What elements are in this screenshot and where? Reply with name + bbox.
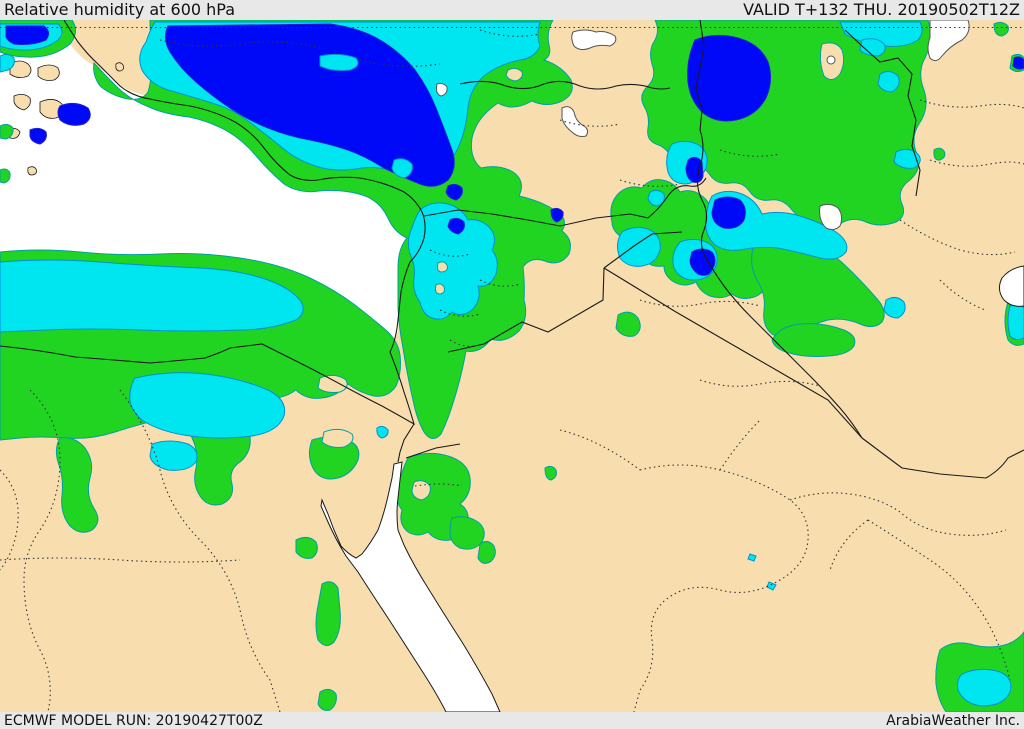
page-title: Relative humidity at 600 hPa	[4, 0, 236, 19]
humidity-layer-blue	[5, 23, 1024, 276]
sea-caspian	[927, 20, 970, 62]
valid-time-label: VALID T+132 THU. 20190502T12Z	[743, 0, 1020, 19]
cyan-holes-in-blue	[319, 53, 413, 179]
dry-holes	[317, 42, 845, 501]
credit-label: ArabiaWeather Inc.	[886, 712, 1020, 729]
lakes	[436, 29, 843, 231]
coastlines	[0, 20, 426, 426]
aegean-islands	[7, 60, 124, 176]
sea-red-sea	[320, 461, 501, 712]
country-borders	[397, 20, 1024, 479]
header-bar: Relative humidity at 600 hPa VALID T+132…	[0, 0, 1024, 20]
dotted-borders	[0, 26, 1024, 712]
model-run-label: ECMWF MODEL RUN: 20190427T00Z	[4, 712, 263, 729]
footer-bar: ECMWF MODEL RUN: 20190427T00Z ArabiaWeat…	[0, 712, 1024, 729]
weather-map	[0, 20, 1024, 712]
sea-persian-gulf	[998, 265, 1024, 307]
